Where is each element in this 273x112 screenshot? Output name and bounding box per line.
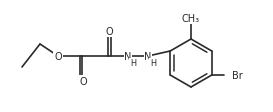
Text: N: N [124, 52, 132, 61]
Text: N: N [144, 52, 152, 61]
Text: CH₃: CH₃ [182, 14, 200, 24]
Text: O: O [105, 27, 113, 37]
Text: H: H [130, 59, 136, 68]
Text: O: O [79, 76, 87, 86]
Text: Br: Br [232, 70, 243, 80]
Text: O: O [54, 52, 62, 61]
Text: H: H [150, 59, 156, 68]
